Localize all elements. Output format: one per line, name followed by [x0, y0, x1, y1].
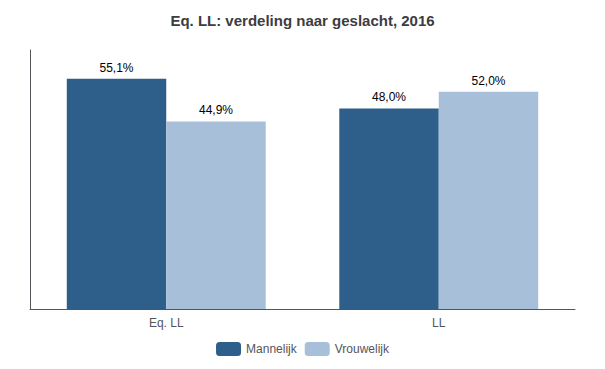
svg-text:Eq. LL: verdeling naar geslach: Eq. LL: verdeling naar geslacht, 2016 [170, 12, 434, 29]
svg-text:Vrouwelijk: Vrouwelijk [335, 342, 390, 356]
svg-text:44,9%: 44,9% [199, 103, 233, 117]
svg-text:52,0%: 52,0% [471, 74, 505, 88]
svg-text:Mannelijk: Mannelijk [246, 342, 298, 356]
svg-text:55,1%: 55,1% [100, 61, 134, 75]
svg-text:48,0%: 48,0% [372, 90, 406, 104]
svg-text:Eq. LL: Eq. LL [149, 316, 184, 330]
svg-text:LL: LL [432, 316, 446, 330]
